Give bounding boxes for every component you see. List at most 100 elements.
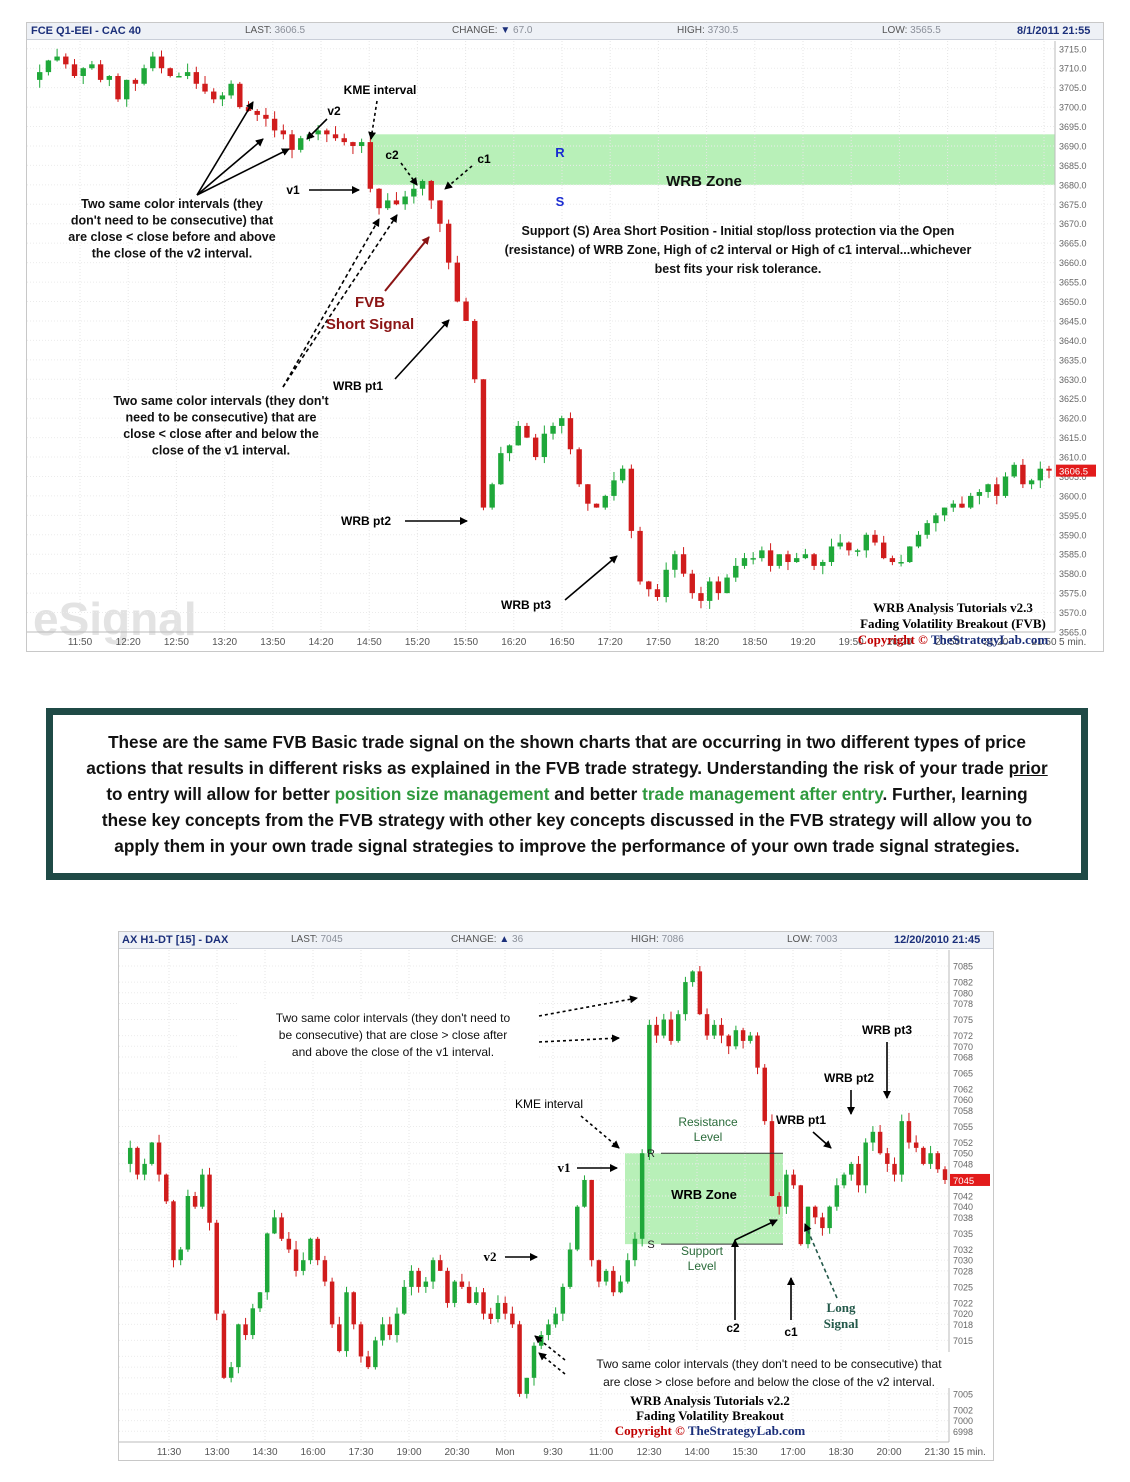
wrb-zone [371,134,1055,185]
candle-body [89,64,95,69]
v1-label: v1 [286,183,300,197]
candle-body [697,971,703,1015]
candle-body [495,1302,501,1319]
candle-body [846,542,852,551]
candle-body [373,1340,378,1368]
x-tick-label: 13:20 [212,637,237,648]
x-tick-label: 16:20 [501,637,526,648]
x-tick-label: 17:00 [780,1447,805,1458]
candle-body [872,534,878,543]
candle-body [401,1286,407,1314]
candle-body [877,1131,883,1154]
candle-body [531,1345,537,1378]
candle-body [472,320,478,380]
x-tick-label: 16:50 [549,637,574,648]
candle-body [811,554,817,566]
candle-body [488,1313,493,1319]
annotation-arrow [196,148,290,196]
candle-body [463,301,469,321]
candle-body [167,68,173,76]
candle-body [675,1014,681,1041]
candle-body [1046,468,1052,471]
y-tick-label: 3645.0 [1059,316,1087,326]
candle-body [445,223,452,263]
x-tick-label: 15:20 [405,637,430,648]
highlight-position-size: position size management [334,784,550,804]
candle-body [437,200,443,224]
candle-body [907,546,913,563]
candle-body [423,1281,429,1287]
candle-body [71,64,78,76]
x-tick-label: 19:20 [790,637,815,648]
candle-body [680,554,687,574]
candle-body [576,449,582,485]
candle-body [619,468,626,481]
v2-note-text: don't need to be consecutive) that [71,214,274,228]
y-tick-label: 7078 [953,999,973,1009]
y-tick-label: 3660.0 [1059,258,1087,268]
last-price-label: 7045 [953,1176,974,1187]
candle-body [351,1292,356,1325]
candle-body [915,534,922,547]
candle-body [341,138,347,143]
candle-body [611,480,617,496]
candle-body [80,68,86,76]
candle-body [452,1281,457,1303]
candle-body [350,142,356,146]
candle-body [589,1179,594,1261]
candle-body [750,558,756,560]
v2-note-text: are close < close before and above [68,230,275,244]
candle-body [124,79,130,100]
resistance-level-label: Level [694,1130,723,1144]
candle-body [841,1174,847,1186]
candle-body [193,72,200,84]
candle-body [541,433,548,458]
y-tick-label: 7060 [953,1095,973,1105]
candle-body [142,1163,147,1175]
candle-body [950,503,956,508]
y-tick-label: 7068 [953,1052,973,1062]
x-tick-label: 15:50 [453,637,478,648]
y-tick-label: 7072 [953,1031,973,1041]
candle-body [715,581,722,594]
candle-body [663,569,669,598]
y-tick-label: 3670.0 [1059,219,1087,229]
candle-body [924,523,930,535]
x-tick-label: 19:00 [396,1447,421,1458]
candle-body [264,1233,270,1293]
candle-body [517,1324,522,1394]
candle-body [228,1367,234,1378]
candle-body [324,130,330,135]
candle-body [921,1147,926,1164]
candle-body [690,971,695,983]
candle-body [704,1014,710,1036]
last-label: LAST: [245,25,272,36]
candle-body [935,1153,941,1170]
down-arrow-icon: ▼ [500,25,511,36]
candle-body [211,91,217,100]
y-tick-label: 3635.0 [1059,355,1087,365]
y-tick-label: 3640.0 [1059,336,1087,346]
candle-body [402,196,408,205]
v2-label: v2 [484,1249,497,1264]
candle-body [828,546,835,563]
candle-body [906,1121,912,1143]
candle-body [515,425,521,446]
candle-body [942,1169,948,1180]
candle-body [724,577,730,594]
candle-body [712,1024,717,1036]
x-tick-label: 20:20 [887,637,912,648]
candle-body [237,83,243,108]
y-tick-label: 3590.0 [1059,530,1087,540]
fvb-signal-label: Short Signal [326,316,414,333]
explanation-line: to entry will allow for better position … [106,784,1028,804]
support-level-label: Level [688,1259,717,1273]
candle-body [54,56,60,61]
annotation-arrow [196,138,264,196]
candle-body [127,1147,133,1164]
x-tick-label: 11:00 [589,1447,614,1458]
candle-body [200,1174,205,1207]
v1-note-text: close < close after and below the [123,427,319,441]
last-value: 3606.5 [274,25,306,36]
support-note-text: (resistance) of WRB Zone, High of c2 int… [505,243,972,257]
